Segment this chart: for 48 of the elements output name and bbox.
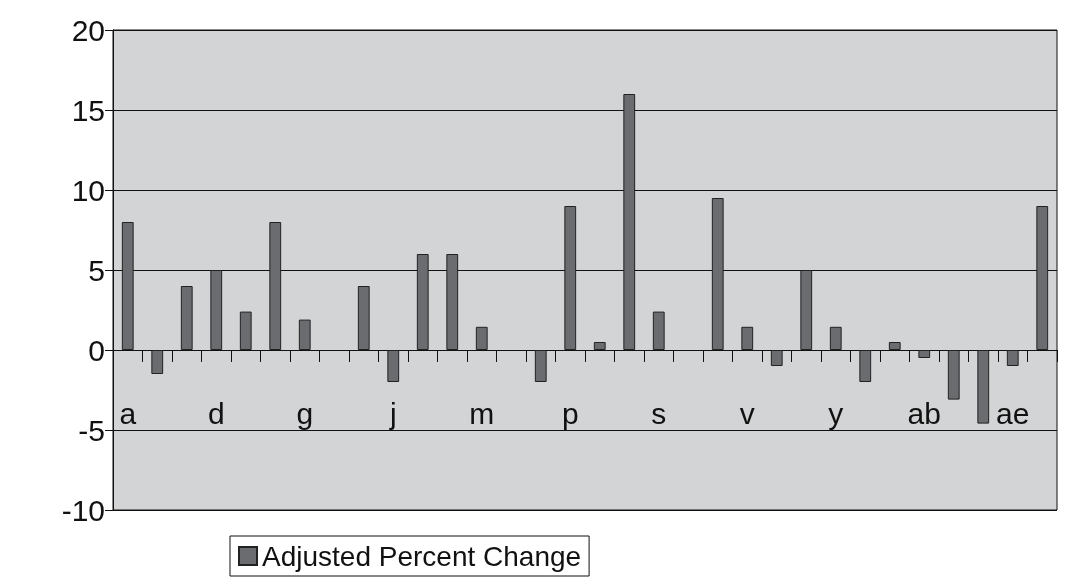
bar [1036, 206, 1049, 350]
bar [239, 311, 252, 350]
bar [357, 286, 370, 350]
bar [623, 94, 636, 350]
bar [741, 326, 754, 350]
bar [387, 350, 400, 382]
x-tick-label: g [296, 396, 314, 430]
bar [947, 350, 960, 400]
y-tick-label: -5 [78, 413, 105, 447]
bar [564, 206, 577, 350]
y-tick-label: 0 [88, 333, 105, 367]
bar [210, 270, 223, 350]
bar [918, 350, 931, 358]
bar [888, 342, 901, 350]
x-tick-label: ab [907, 396, 941, 430]
bar [298, 319, 311, 350]
y-tick-label: 10 [71, 173, 105, 207]
bar [1006, 350, 1019, 366]
x-tick-label: p [561, 396, 579, 430]
legend-label: Adjusted Percent Change [262, 540, 582, 572]
bar [829, 326, 842, 350]
x-tick-label: d [207, 396, 225, 430]
x-tick-label: a [119, 396, 137, 430]
bar [446, 254, 459, 350]
bar [121, 222, 134, 350]
bar [770, 350, 783, 366]
bar [534, 350, 547, 382]
x-tick-label: j [388, 396, 397, 430]
x-tick-label: s [651, 396, 667, 430]
y-tick-label: 20 [71, 13, 105, 47]
bar [416, 254, 429, 350]
bar [711, 198, 724, 350]
y-tick-label: 5 [88, 253, 105, 287]
y-tick-label: -10 [61, 493, 105, 527]
bar [151, 350, 164, 374]
bar [269, 222, 282, 350]
x-tick-label: v [739, 396, 755, 430]
bar [652, 311, 665, 350]
x-tick-label: ae [996, 396, 1030, 430]
bar [593, 342, 606, 350]
y-tick-label: 15 [71, 93, 105, 127]
bar [180, 286, 193, 350]
bar [475, 326, 488, 350]
bar [859, 350, 872, 382]
x-tick-label: m [469, 396, 495, 430]
bar [977, 350, 990, 424]
bar [800, 270, 813, 350]
x-tick-label: y [828, 396, 844, 430]
